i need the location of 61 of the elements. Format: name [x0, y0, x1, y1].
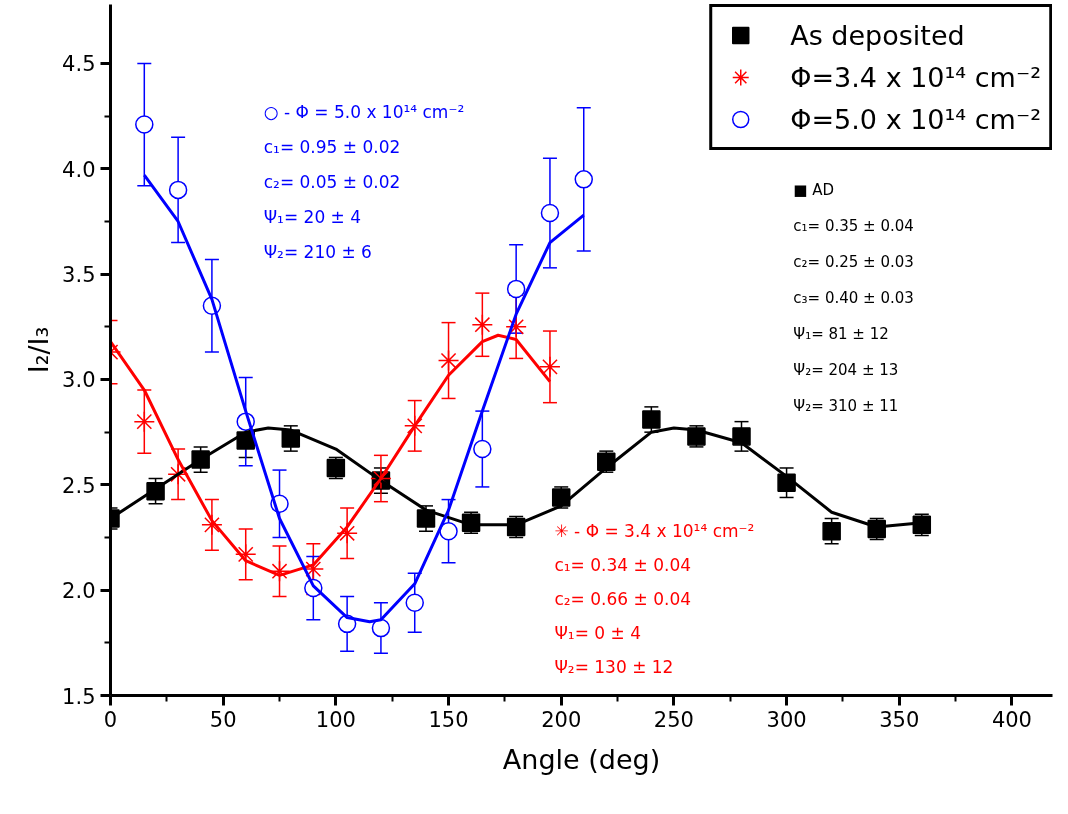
annotation: c₁= 0.35 ± 0.04 — [793, 216, 914, 235]
x-axis-title: Angle (deg) — [502, 743, 661, 775]
point — [135, 115, 154, 134]
annotation: c₂= 0.05 ± 0.02 — [263, 171, 401, 192]
y-tick-label: 4.5 — [62, 52, 96, 77]
y-tick-label: 3.5 — [62, 263, 96, 288]
y-tick-label: 3.0 — [62, 368, 96, 393]
annotation: ■ AD — [793, 180, 835, 199]
x-tick-label: 350 — [879, 707, 920, 732]
annotation: ✳ - Φ = 3.4 x 10¹⁴ cm⁻² — [554, 521, 755, 542]
annotation: c₂= 0.66 ± 0.04 — [554, 589, 692, 610]
annotation: Ψ₁= 20 ± 4 — [263, 206, 362, 227]
x-tick-label: 100 — [315, 707, 356, 732]
point — [133, 410, 156, 433]
annotation: Ψ₁= 0 ± 4 — [554, 623, 641, 644]
legend-label: As deposited — [790, 19, 965, 51]
point — [201, 514, 223, 536]
point — [437, 349, 460, 372]
y-tick-label: 2.0 — [62, 579, 96, 604]
point — [405, 593, 424, 613]
point — [336, 522, 358, 545]
point — [539, 356, 561, 378]
point — [371, 618, 391, 638]
annotation: Ψ₁= 81 ± 12 — [793, 324, 889, 343]
annotation: Ψ₂= 130 ± 12 — [554, 657, 674, 678]
point — [168, 180, 188, 200]
legend-label: Φ=5.0 x 10¹⁴ cm⁻² — [790, 103, 1041, 135]
point — [574, 170, 593, 189]
x-tick-label: 400 — [991, 707, 1032, 732]
point — [416, 509, 436, 528]
x-tick-label: 200 — [541, 707, 582, 732]
x-tick-label: 50 — [209, 707, 237, 732]
annotation: c₂= 0.25 ± 0.03 — [793, 252, 914, 271]
point — [234, 543, 257, 566]
point — [642, 410, 661, 429]
y-tick-label: 1.5 — [62, 684, 96, 709]
point — [439, 521, 458, 541]
x-tick-label: 300 — [766, 707, 807, 732]
x-tick-label: 0 — [103, 707, 118, 732]
point — [822, 521, 841, 541]
annotation: c₁= 0.34 ± 0.04 — [554, 555, 692, 576]
point — [777, 473, 796, 492]
y-tick-label: 2.5 — [62, 473, 96, 498]
annotation: Ψ₂= 210 ± 6 — [263, 241, 372, 262]
x-tick-label: 250 — [653, 707, 694, 732]
x-tick-label: 150 — [428, 707, 469, 732]
point — [540, 203, 560, 223]
point — [506, 279, 526, 299]
point — [403, 415, 426, 437]
annotation: c₁= 0.95 ± 0.02 — [263, 136, 401, 157]
point — [732, 427, 751, 446]
y-axis-title: I₂/I₃ — [23, 326, 55, 374]
annotation: Ψ₂= 310 ± 11 — [793, 396, 899, 415]
point — [473, 439, 492, 459]
point — [471, 313, 494, 336]
annotation: c₃= 0.40 ± 0.03 — [793, 288, 914, 307]
annotation: ○ - Φ = 5.0 x 10¹⁴ cm⁻² — [263, 101, 465, 122]
y-tick-label: 4.0 — [62, 157, 96, 182]
annotation: Ψ₂= 204 ± 13 — [793, 360, 899, 379]
legend-label: Φ=3.4 x 10¹⁴ cm⁻² — [790, 61, 1041, 93]
point — [505, 316, 527, 338]
